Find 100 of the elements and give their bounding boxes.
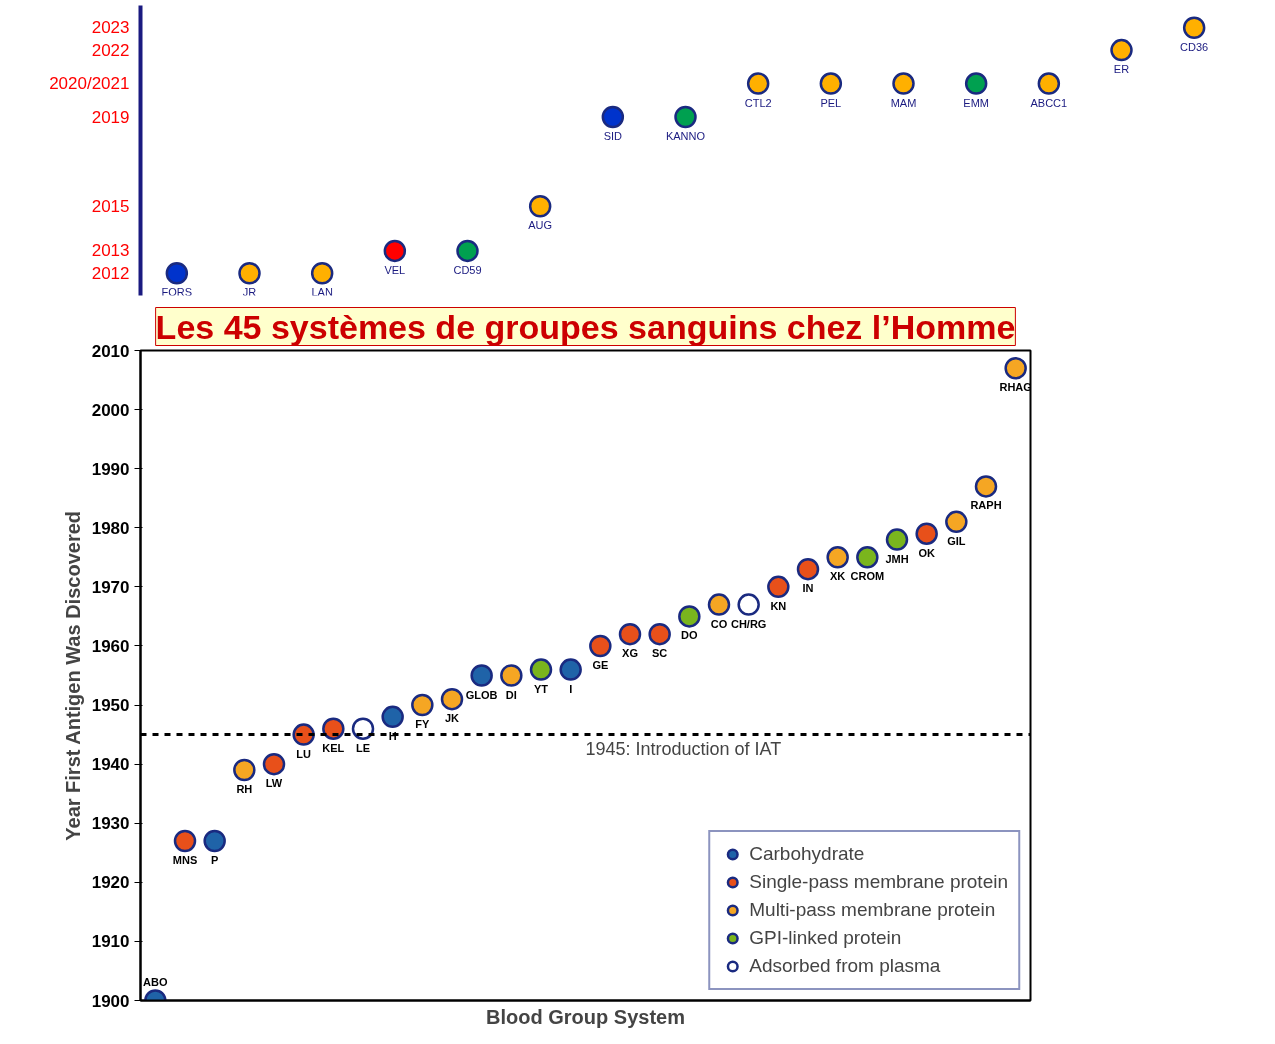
point (819, 72, 843, 95)
category-label: KANNO (665, 130, 706, 143)
point (618, 622, 642, 646)
category-label: P (211, 853, 219, 866)
point (648, 622, 671, 646)
point (351, 717, 375, 740)
point (310, 261, 334, 285)
y-tick-label: 1960 (91, 636, 130, 656)
category-label: CO (710, 617, 728, 630)
category-label: EMM (963, 96, 990, 109)
point (165, 261, 189, 285)
point (233, 758, 256, 782)
category-label: LW (265, 777, 283, 790)
y-tick-label: 1900 (91, 991, 130, 1011)
point (856, 546, 879, 569)
category-label: DI (505, 688, 517, 701)
point (440, 687, 464, 711)
category-label: RHAG (999, 381, 1032, 394)
point (915, 522, 938, 545)
point (974, 475, 998, 498)
point (381, 705, 404, 729)
category-label: CD59 (453, 263, 482, 276)
point (529, 658, 553, 681)
point (678, 605, 701, 628)
category-label: JK (444, 712, 460, 725)
category-label: IN (802, 582, 814, 595)
category-label: GIL (947, 534, 966, 547)
category-label: CD36 (1180, 40, 1209, 53)
point (826, 546, 849, 569)
chart-title: Les 45 systèmes de groupes sanguins chez l’Homme (155, 307, 1016, 346)
category-label: SID (603, 130, 623, 143)
legend-label: GPI-linked protein (749, 927, 902, 949)
category-label: RH (236, 783, 253, 796)
category-label: MAM (890, 96, 917, 109)
point (964, 72, 988, 95)
point (737, 593, 760, 616)
point (1004, 357, 1027, 380)
point (470, 664, 493, 687)
y-tick-label: 2019 (91, 107, 130, 127)
y-tick-label: 1980 (91, 518, 130, 538)
y-tick-label: 2012 (91, 263, 130, 283)
category-label: MNS (172, 853, 198, 866)
point (589, 634, 612, 658)
point (1110, 38, 1133, 62)
category-label: XG (622, 647, 638, 660)
point (322, 717, 345, 740)
y-tick-label: 1940 (91, 755, 130, 775)
y-tick-label: 2010 (91, 341, 130, 361)
category-label: RAPH (970, 499, 1002, 512)
y-tick-label: 2020/2021 (49, 74, 130, 94)
category-label: AUG (528, 219, 553, 232)
category-label: PEL (820, 96, 842, 109)
category-label: JMH (885, 552, 909, 565)
point (173, 829, 197, 853)
point (1182, 16, 1206, 40)
point (796, 557, 820, 581)
point (559, 658, 582, 681)
y-tick-label: 2015 (91, 196, 130, 216)
category-label: ER (1113, 63, 1130, 76)
ref-line-label: 1945: Introduction of IAT (585, 738, 782, 759)
category-label: KEL (322, 741, 345, 754)
point (767, 575, 790, 599)
category-label: OK (918, 546, 935, 559)
category-label: DO (681, 629, 698, 642)
point (892, 72, 915, 95)
category-label: CH/RG (730, 617, 767, 630)
y-tick-label: 1930 (91, 814, 130, 834)
legend-label: Adsorbed from plasma (749, 955, 941, 977)
point (203, 829, 226, 853)
legend-label: Multi-pass membrane protein (749, 899, 996, 921)
category-label: LU (296, 747, 312, 760)
y-tick-label: 1910 (91, 932, 130, 952)
y-tick-label: 1990 (91, 459, 130, 479)
category-label: FORS (161, 286, 193, 299)
legend-label: Carbohydrate (749, 843, 865, 865)
category-label: LAN (311, 286, 333, 299)
y-axis-title: Year First Antigen Was Discovered (61, 510, 84, 841)
category-label: VEL (384, 263, 406, 276)
point (1037, 72, 1061, 95)
category-label: GE (592, 658, 609, 671)
category-label: XK (830, 570, 846, 583)
y-tick-label: 2000 (91, 400, 130, 420)
point (674, 105, 697, 129)
category-label: CROM (850, 570, 885, 583)
point (411, 693, 434, 717)
legend-label: Single-pass membrane protein (749, 871, 1008, 893)
y-tick-label: 2023 (91, 18, 130, 38)
category-label: LE (355, 741, 371, 754)
category-label: SC (652, 647, 668, 660)
point (885, 528, 909, 551)
x-axis-title: Blood Group System (486, 1005, 685, 1028)
point (500, 664, 523, 687)
category-label: I (569, 682, 573, 695)
category-label: GLOB (465, 688, 498, 701)
category-label: CTL2 (744, 96, 772, 109)
point (601, 105, 625, 129)
category-label: ABO (143, 975, 168, 988)
y-tick-label: 1920 (91, 873, 130, 893)
category-label: FY (415, 718, 430, 731)
y-tick-label: 2013 (91, 241, 130, 261)
